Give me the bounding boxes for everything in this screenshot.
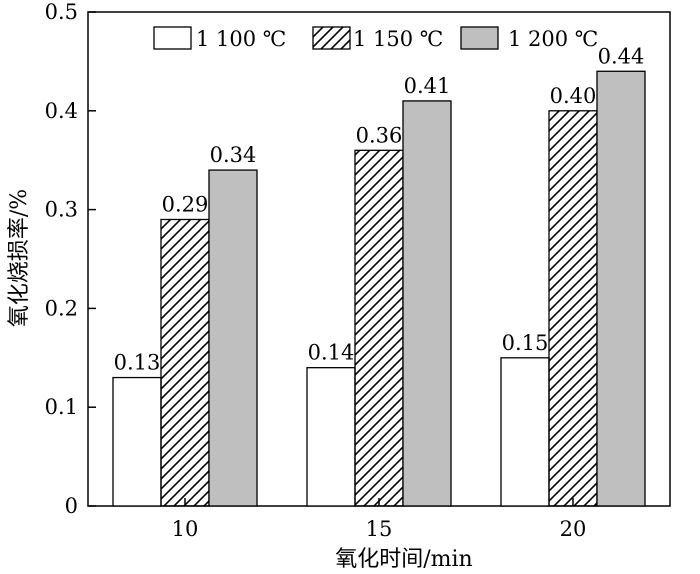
data-label: 0.41 <box>404 74 451 98</box>
data-label: 0.13 <box>114 351 161 375</box>
y-tick-label: 0 <box>65 494 78 518</box>
bar-1-15 <box>306 367 356 507</box>
bar-2-10 <box>160 218 210 507</box>
y-axis: 0 0.1 0.2 0.3 0.4 0.5 <box>45 0 96 518</box>
data-label: 0.14 <box>308 341 355 365</box>
data-label: 0.44 <box>598 44 645 68</box>
bar-2-15 <box>354 149 404 507</box>
bar-3-10 <box>208 169 258 507</box>
data-labels-group: 0.13 0.29 0.34 0.14 0.36 0.41 0.15 0.400.44 <box>114 44 645 374</box>
x-tick-label: 20 <box>560 517 587 541</box>
data-label: 0.36 <box>356 123 403 147</box>
legend-swatch <box>153 26 192 50</box>
legend-swatch <box>312 26 351 50</box>
y-tick-label: 0.2 <box>45 296 78 320</box>
y-axis-label: 氧化烧损率/% <box>7 189 32 327</box>
x-tick-label: 15 <box>366 517 393 541</box>
bar-1-20 <box>500 357 550 507</box>
bar-3-15 <box>402 100 452 507</box>
bar-3-20 <box>596 70 646 507</box>
legend-label: 1 100 ℃ <box>196 27 286 51</box>
data-label: 0.15 <box>502 331 549 355</box>
y-tick-label: 0.4 <box>45 99 78 123</box>
legend-label: 1 150 ℃ <box>353 27 443 51</box>
x-axis: 10 15 20 <box>172 498 587 541</box>
data-label: 0.34 <box>210 143 257 167</box>
bar-1-10 <box>112 376 162 507</box>
y-tick-label: 0.5 <box>45 0 78 24</box>
x-axis-label: 氧化时间/min <box>335 547 472 572</box>
data-label: 0.40 <box>550 84 597 108</box>
legend-swatch <box>460 26 499 50</box>
legend: 1 100 ℃ 1 150 ℃ 1 200 ℃ <box>153 26 598 51</box>
data-label: 0.29 <box>162 192 209 216</box>
y-tick-label: 0.1 <box>45 395 78 419</box>
y-tick-label: 0.3 <box>45 198 78 222</box>
bar-2-20 <box>548 110 598 507</box>
legend-label: 1 200 ℃ <box>508 27 598 51</box>
x-tick-label: 10 <box>172 517 199 541</box>
